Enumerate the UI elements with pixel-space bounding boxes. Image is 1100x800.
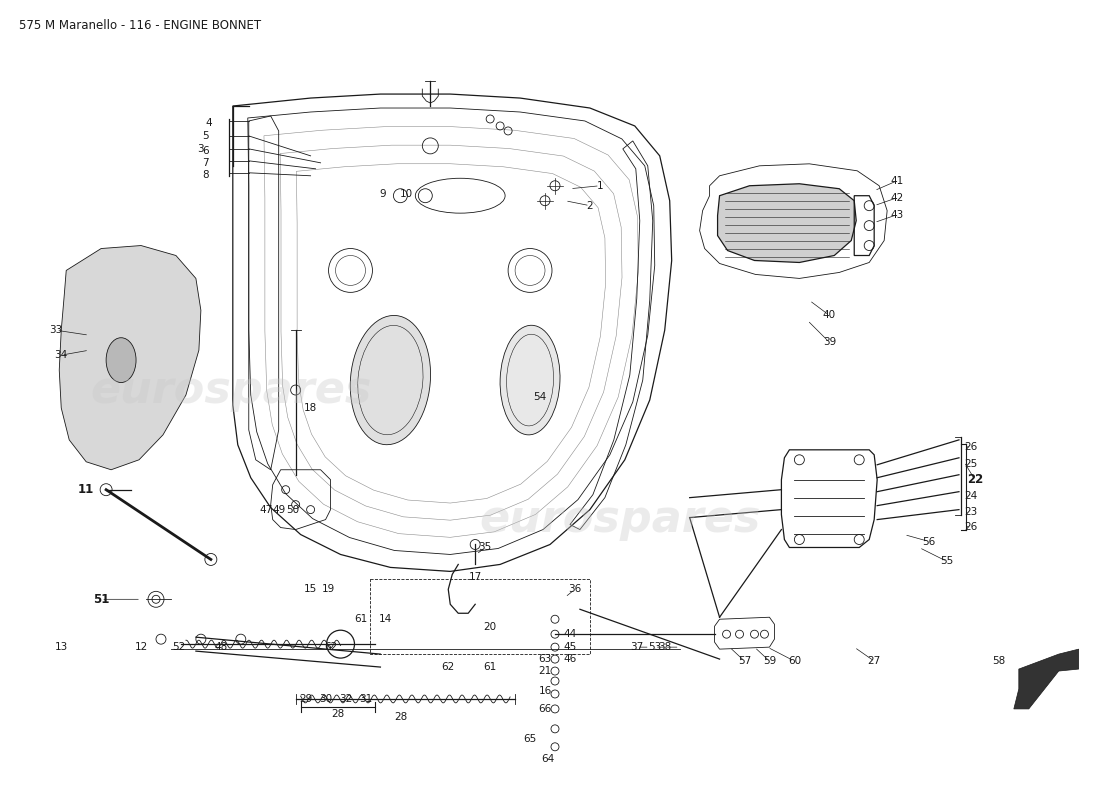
Text: 38: 38 xyxy=(658,642,671,652)
Text: 34: 34 xyxy=(55,350,68,360)
Text: 63: 63 xyxy=(538,654,551,664)
Text: 27: 27 xyxy=(868,656,881,666)
Text: 61: 61 xyxy=(484,662,497,672)
Text: 3: 3 xyxy=(198,144,205,154)
Text: 25: 25 xyxy=(965,458,978,469)
Text: 20: 20 xyxy=(484,622,497,632)
Text: 28: 28 xyxy=(331,709,344,719)
Text: 2: 2 xyxy=(586,201,593,210)
Text: 1: 1 xyxy=(596,181,603,190)
Text: 26: 26 xyxy=(965,522,978,531)
Text: 33: 33 xyxy=(50,326,63,335)
Text: 36: 36 xyxy=(569,584,582,594)
Text: 26: 26 xyxy=(965,442,978,452)
Text: 4: 4 xyxy=(206,118,212,128)
Text: 23: 23 xyxy=(965,506,978,517)
Text: 9: 9 xyxy=(379,189,386,198)
Bar xyxy=(371,579,590,654)
Text: 51: 51 xyxy=(92,593,109,606)
Text: 60: 60 xyxy=(788,656,801,666)
Text: 59: 59 xyxy=(762,656,777,666)
Text: 35: 35 xyxy=(478,542,492,553)
Text: eurospares: eurospares xyxy=(480,498,760,541)
Text: 32: 32 xyxy=(339,694,352,704)
Text: 30: 30 xyxy=(319,694,332,704)
Text: 54: 54 xyxy=(534,392,547,402)
Text: 57: 57 xyxy=(738,656,751,666)
Text: 15: 15 xyxy=(304,584,317,594)
Ellipse shape xyxy=(500,326,560,435)
Text: 39: 39 xyxy=(823,338,836,347)
Text: 64: 64 xyxy=(541,754,554,764)
Text: 14: 14 xyxy=(378,614,392,624)
Text: 40: 40 xyxy=(823,310,836,320)
Text: 50: 50 xyxy=(286,505,299,514)
Text: 58: 58 xyxy=(992,656,1005,666)
Text: 52: 52 xyxy=(173,642,186,652)
Text: 49: 49 xyxy=(272,505,285,514)
Text: 28: 28 xyxy=(394,712,407,722)
Text: 21: 21 xyxy=(538,666,551,676)
Text: 56: 56 xyxy=(923,537,936,546)
Polygon shape xyxy=(59,246,201,470)
Text: 43: 43 xyxy=(891,210,904,220)
Text: 47: 47 xyxy=(260,505,273,514)
Text: 42: 42 xyxy=(891,193,904,202)
Circle shape xyxy=(100,484,112,496)
Text: 37: 37 xyxy=(630,642,644,652)
Text: 8: 8 xyxy=(202,170,209,180)
Text: 24: 24 xyxy=(965,490,978,501)
Text: 13: 13 xyxy=(55,642,68,652)
Text: 66: 66 xyxy=(538,704,551,714)
Text: 41: 41 xyxy=(891,176,904,186)
Text: eurospares: eurospares xyxy=(90,369,372,411)
Text: 44: 44 xyxy=(563,629,576,639)
Text: 575 M Maranello - 116 - ENGINE BONNET: 575 M Maranello - 116 - ENGINE BONNET xyxy=(20,19,262,32)
Ellipse shape xyxy=(106,338,136,382)
Text: 48: 48 xyxy=(214,642,228,652)
Text: 61: 61 xyxy=(354,614,367,624)
Text: 18: 18 xyxy=(304,403,317,413)
Text: 46: 46 xyxy=(563,654,576,664)
Text: 29: 29 xyxy=(299,694,312,704)
Text: 31: 31 xyxy=(359,694,372,704)
Text: 12: 12 xyxy=(134,642,147,652)
Text: 55: 55 xyxy=(940,557,954,566)
Text: 45: 45 xyxy=(563,642,576,652)
Text: 19: 19 xyxy=(322,584,335,594)
Text: 22: 22 xyxy=(967,474,983,486)
Polygon shape xyxy=(717,184,856,262)
Text: 6: 6 xyxy=(202,146,209,156)
Polygon shape xyxy=(1014,649,1079,709)
Ellipse shape xyxy=(350,315,430,445)
Text: 62: 62 xyxy=(441,662,455,672)
Text: 10: 10 xyxy=(399,189,412,198)
Text: 17: 17 xyxy=(469,572,482,582)
Text: 11: 11 xyxy=(78,483,95,496)
Text: 7: 7 xyxy=(202,158,209,168)
Text: 62: 62 xyxy=(323,642,338,652)
Text: 53: 53 xyxy=(648,642,661,652)
Circle shape xyxy=(205,554,217,566)
Text: 5: 5 xyxy=(202,131,209,141)
Text: 16: 16 xyxy=(538,686,551,696)
Text: 65: 65 xyxy=(524,734,537,744)
